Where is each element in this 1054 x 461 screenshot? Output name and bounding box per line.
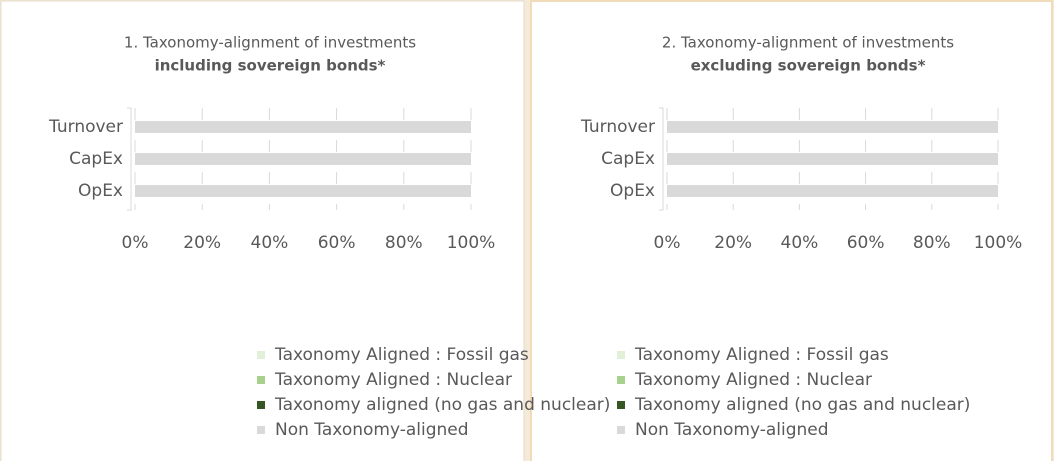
bar-segment — [667, 185, 998, 197]
legend-swatch — [617, 351, 625, 359]
x-tick-label: 60% — [318, 233, 356, 253]
chart-title: 2. Taxonomy-alignment of investments — [662, 34, 954, 52]
x-tick-label: 60% — [847, 233, 885, 253]
x-tick-label: 20% — [714, 233, 752, 253]
y-tick-label: Turnover — [48, 117, 123, 137]
x-tick-label: 40% — [251, 233, 289, 253]
x-tick-label: 20% — [183, 233, 221, 253]
panel — [0, 0, 525, 461]
chart-subtitle: including sovereign bonds* — [155, 57, 386, 75]
legend-label: Taxonomy aligned (no gas and nuclear) — [274, 395, 610, 415]
legend-swatch — [617, 376, 625, 384]
x-tick-label: 40% — [781, 233, 819, 253]
legend-label: Taxonomy Aligned : Fossil gas — [634, 345, 889, 365]
legend-swatch — [257, 426, 265, 434]
x-tick-label: 0% — [122, 233, 149, 253]
y-tick-label: CapEx — [601, 149, 655, 169]
legend-swatch — [617, 426, 625, 434]
legend-label: Non Taxonomy-aligned — [275, 420, 469, 440]
x-tick-label: 80% — [913, 233, 951, 253]
bar-segment — [135, 121, 471, 133]
legend-swatch — [257, 351, 265, 359]
y-tick-label: CapEx — [69, 149, 123, 169]
legend-swatch — [257, 401, 265, 409]
bar-segment — [667, 153, 998, 165]
bar-segment — [667, 121, 998, 133]
bar-segment — [135, 185, 471, 197]
y-tick-label: OpEx — [610, 181, 655, 201]
legend-label: Non Taxonomy-aligned — [635, 420, 829, 440]
legend-swatch — [257, 376, 265, 384]
panel — [530, 0, 1053, 461]
x-tick-label: 100% — [447, 233, 496, 253]
y-tick-label: OpEx — [78, 181, 123, 201]
legend-label: Taxonomy Aligned : Fossil gas — [274, 345, 529, 365]
y-axis — [659, 107, 664, 211]
bar-segment — [135, 153, 471, 165]
legend-label: Taxonomy Aligned : Nuclear — [634, 370, 872, 390]
chart-title: 1. Taxonomy-alignment of investments — [124, 34, 416, 52]
x-tick-label: 80% — [385, 233, 423, 253]
x-tick-label: 0% — [654, 233, 681, 253]
legend-label: Taxonomy Aligned : Nuclear — [274, 370, 512, 390]
x-tick-label: 100% — [974, 233, 1023, 253]
y-axis — [127, 107, 132, 211]
chart-subtitle: excluding sovereign bonds* — [691, 57, 926, 75]
legend-label: Taxonomy aligned (no gas and nuclear) — [634, 395, 970, 415]
y-tick-label: Turnover — [580, 117, 655, 137]
legend-swatch — [617, 401, 625, 409]
